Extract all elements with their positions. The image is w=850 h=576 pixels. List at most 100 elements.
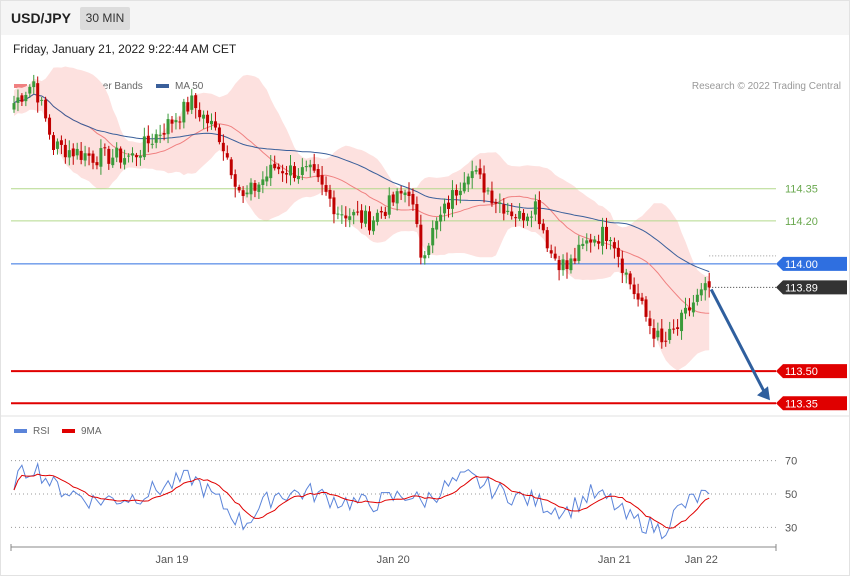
candle-body (269, 164, 273, 179)
candle-body (387, 195, 391, 215)
candle-body (699, 289, 703, 296)
candle-body (285, 173, 289, 175)
candle-body (12, 103, 16, 110)
candle-body (383, 211, 387, 216)
candle-body (253, 183, 257, 191)
candle-body (182, 101, 186, 123)
credit-label: Research © 2022 Trading Central (691, 81, 841, 92)
candle-body (257, 184, 261, 192)
candle-body (371, 220, 375, 232)
candle-body (462, 182, 466, 192)
candle-body (450, 190, 454, 209)
candle-body (198, 109, 202, 118)
candle-body (391, 194, 395, 203)
x-tick-label: Jan 22 (685, 554, 718, 566)
candle-body (304, 166, 308, 168)
candle-body (221, 142, 225, 152)
rsi-9ma-line (13, 473, 710, 529)
candle-body (336, 213, 340, 215)
candle-body (32, 81, 36, 88)
candle-body (608, 239, 612, 242)
candle-body (281, 171, 285, 174)
candle-body (435, 221, 439, 230)
level-113-89-tag (776, 280, 847, 295)
candle-body (20, 95, 24, 102)
candle-body (360, 210, 364, 223)
candle-body (695, 294, 699, 302)
legend-9ma-label: 9MA (81, 426, 102, 437)
ma50-line (13, 93, 710, 273)
candle-body (24, 94, 28, 102)
candle-body (691, 302, 695, 313)
candle-body (40, 99, 44, 101)
candle-body (107, 148, 111, 164)
candle-body (478, 168, 482, 175)
candle-body (75, 148, 79, 156)
candle-body (99, 148, 103, 167)
forecast-arrow-head (757, 386, 770, 401)
candle-body (640, 297, 644, 302)
candle-body (672, 328, 676, 330)
candle-body (194, 95, 198, 109)
candle-body (190, 95, 194, 110)
level-113-50-label: 113.50 (785, 366, 818, 378)
candle-body (324, 185, 328, 192)
candle-body (375, 212, 379, 222)
candle-body (127, 155, 131, 157)
candle-body (533, 201, 537, 215)
x-tick-label: Jan 20 (377, 554, 410, 566)
rsi-swatch (14, 429, 27, 434)
candle-body (494, 201, 498, 204)
legend-rsi-label: RSI (33, 426, 50, 437)
candle-body (585, 240, 589, 244)
candle-body (506, 210, 510, 212)
candle-body (119, 148, 123, 163)
candle-body (620, 258, 624, 273)
candle-body (498, 202, 502, 204)
forecast-arrow-shaft (709, 288, 767, 394)
level-113-35-tag (776, 396, 847, 411)
candle-body (170, 119, 174, 124)
candle-body (557, 259, 561, 271)
candle-body (154, 134, 158, 143)
candle-body (676, 327, 680, 329)
candle-body (340, 214, 344, 216)
timeframe-button[interactable]: 30 MIN (80, 7, 130, 30)
legend-9ma: 9MA (62, 426, 102, 437)
candle-body (91, 153, 95, 163)
candle-body (687, 307, 691, 311)
candle-body (213, 121, 217, 128)
candle-body (612, 242, 616, 249)
level-114-00-tag (776, 256, 847, 271)
candle-body (123, 158, 127, 165)
candle-body (131, 153, 134, 156)
candle-body (486, 190, 490, 192)
candle-body (541, 223, 545, 231)
candle-body (52, 135, 55, 150)
candle-body (605, 226, 608, 241)
candle-body (229, 159, 233, 176)
candle-body (431, 227, 435, 246)
candle-body (166, 119, 170, 135)
candle-body (553, 253, 557, 259)
candle-body (28, 86, 32, 94)
candle-body (522, 212, 526, 221)
candle-body (83, 153, 87, 161)
legend-ma50-label: MA 50 (175, 81, 204, 92)
candle-body (308, 164, 312, 168)
candle-body (186, 102, 190, 112)
candle-body (597, 241, 601, 244)
candle-body (233, 174, 237, 187)
candle-body (652, 328, 656, 339)
candle-body (490, 190, 494, 204)
candle-body (518, 211, 522, 219)
candle-body (703, 283, 707, 291)
candle-body (474, 170, 478, 172)
datetime-label: Friday, January 21, 2022 9:22:44 AM CET (13, 42, 237, 56)
candle-body (601, 226, 605, 246)
candle-body (577, 244, 581, 261)
candle-body (482, 173, 486, 193)
candle-body (174, 120, 178, 123)
legend-ma50: MA 50 (156, 81, 203, 92)
